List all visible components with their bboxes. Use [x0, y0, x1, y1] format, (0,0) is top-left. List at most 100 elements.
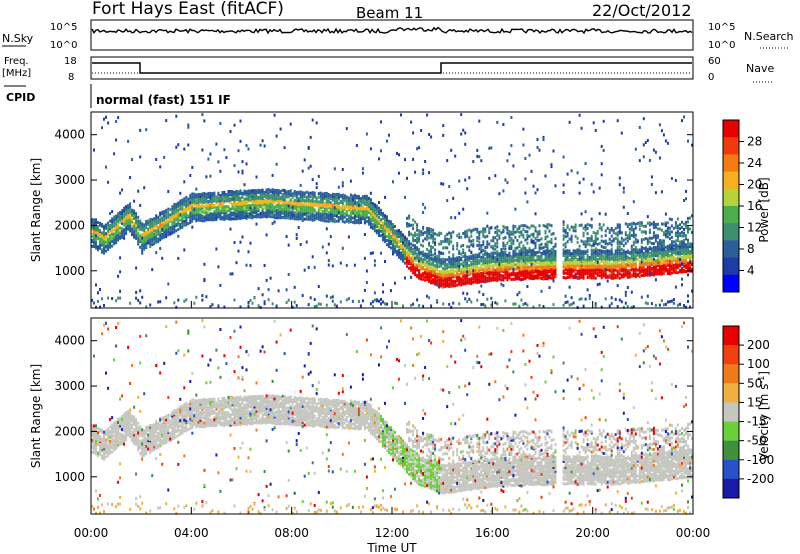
power-cell	[512, 263, 515, 267]
power-cell	[608, 264, 611, 268]
power-cell	[281, 197, 284, 201]
power-cell	[576, 276, 579, 280]
power-cell	[382, 221, 384, 225]
power-cell	[538, 256, 541, 260]
power-cell	[295, 215, 298, 219]
power-cell	[646, 247, 649, 251]
power-cell	[390, 246, 392, 250]
power-cell	[398, 235, 400, 239]
power-cell	[544, 266, 547, 270]
power-cell	[656, 268, 659, 272]
power-cell	[309, 164, 312, 168]
power-cell	[426, 271, 429, 275]
power-cell	[359, 219, 362, 222]
power-cell	[426, 269, 429, 273]
power-cell	[679, 302, 681, 306]
power-cell	[544, 174, 547, 178]
power-cell	[524, 191, 527, 195]
power-cell	[117, 215, 120, 219]
power-cell	[365, 203, 368, 206]
power-cell	[414, 234, 417, 238]
power-cell	[604, 251, 607, 255]
power-cell	[265, 209, 268, 212]
power-cell	[438, 285, 441, 289]
power-cell	[239, 192, 242, 195]
power-cell	[139, 219, 142, 223]
power-cell	[311, 196, 314, 200]
power-cell	[670, 265, 673, 269]
power-cell	[209, 200, 212, 204]
power-cell	[642, 259, 645, 263]
power-cell	[171, 208, 174, 212]
power-cell	[143, 237, 146, 241]
power-cell	[460, 277, 463, 281]
power-cell	[327, 259, 330, 262]
power-cell	[630, 265, 633, 269]
power-cell	[378, 211, 380, 215]
power-cell	[375, 299, 378, 303]
power-cell	[426, 247, 429, 251]
power-cell	[195, 213, 198, 217]
power-cell	[275, 195, 278, 199]
power-cell	[508, 239, 511, 243]
power-cell	[640, 274, 643, 277]
power-cell	[426, 273, 429, 277]
power-cell	[676, 229, 679, 233]
power-cell	[305, 195, 308, 199]
power-cell	[478, 155, 481, 159]
power-cell	[309, 209, 312, 213]
power-cell	[410, 265, 413, 269]
power-cell	[331, 195, 334, 199]
power-cell	[518, 267, 521, 271]
power-cell	[508, 251, 511, 255]
power-cell	[129, 221, 132, 225]
power-cell	[620, 259, 623, 263]
power-cell	[642, 251, 645, 255]
power-cell	[552, 268, 555, 272]
power-cell	[438, 278, 441, 282]
power-cell	[187, 205, 190, 209]
power-cell	[365, 132, 368, 136]
power-cell	[590, 264, 593, 268]
power-cell	[632, 271, 635, 275]
power-cell	[283, 200, 286, 204]
power-cell	[586, 237, 589, 240]
power-cell	[582, 250, 585, 254]
power-cell	[135, 266, 138, 270]
power-cell	[566, 255, 569, 259]
power-cell	[181, 223, 184, 226]
power-cell	[536, 265, 539, 269]
power-cell	[540, 242, 543, 246]
power-cell	[683, 253, 685, 257]
power-cell	[590, 269, 593, 273]
power-cell	[281, 204, 284, 208]
power-cell	[205, 216, 208, 220]
power-cell	[121, 229, 124, 233]
power-cell	[135, 234, 138, 238]
power-cell	[462, 251, 465, 255]
power-cell	[107, 226, 110, 229]
power-cell	[528, 256, 531, 260]
power-cell	[141, 224, 144, 228]
power-cell	[602, 119, 605, 123]
power-cell	[498, 256, 501, 260]
power-cell	[620, 275, 623, 279]
power-cell	[243, 206, 246, 210]
power-cell	[646, 263, 649, 266]
power-cell	[520, 263, 523, 267]
power-cell	[532, 254, 535, 258]
power-cell	[221, 201, 224, 205]
power-cell	[522, 302, 525, 306]
power-cell	[648, 269, 651, 273]
noise-trace	[91, 26, 693, 35]
power-cell	[183, 212, 186, 216]
power-cell	[315, 213, 318, 217]
power-cell	[103, 239, 105, 243]
power-cell	[440, 264, 443, 268]
power-cell	[544, 254, 547, 258]
power-cell	[600, 234, 603, 238]
power-cell	[161, 236, 164, 240]
power-cell	[490, 272, 493, 276]
power-cell	[133, 229, 136, 233]
power-cell	[660, 228, 663, 232]
